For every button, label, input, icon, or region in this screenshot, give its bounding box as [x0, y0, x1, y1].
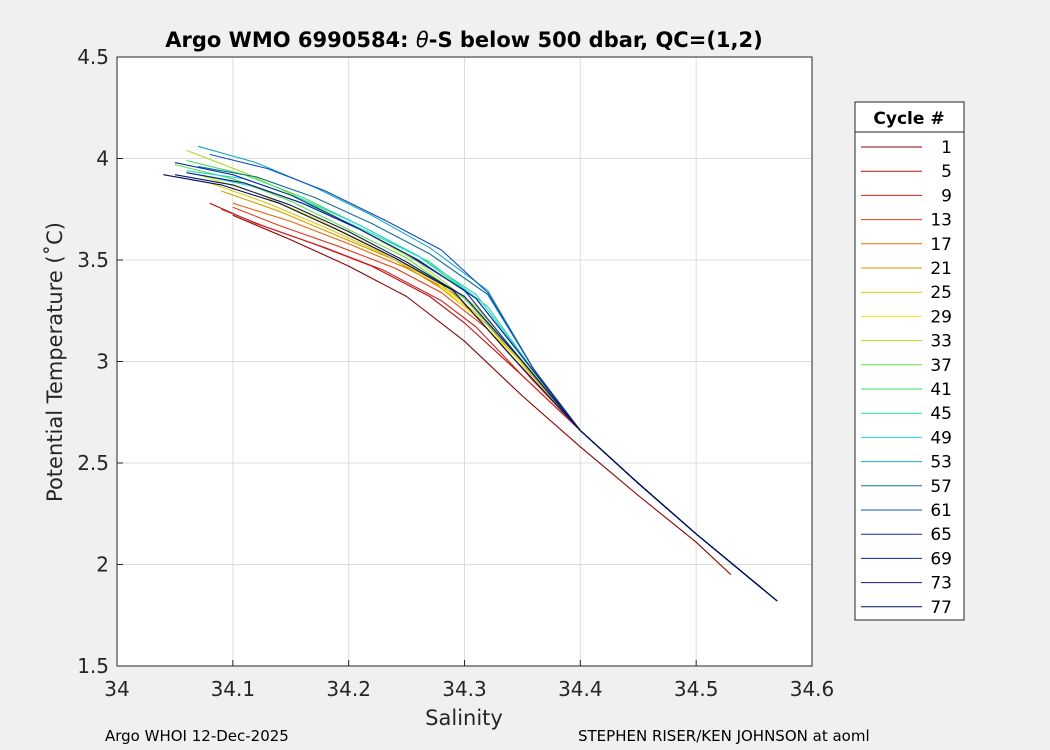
axis-ticks: 34 34.1 34.2 34.3 34.4 34.5 34.6 1.5 2 2.5 3 3.5 4 4.… [77, 45, 834, 701]
x-tick-label: 34.2 [326, 677, 371, 701]
legend-label-cycle-45: 45 [930, 404, 952, 424]
y-tick-label: 2.5 [77, 451, 109, 475]
series-line-cycle-77 [163, 174, 778, 602]
legend-title: Cycle # [873, 109, 944, 129]
chart-title-prefix: Argo WMO 6990584: [165, 28, 416, 52]
legend-label-cycle-57: 57 [930, 477, 952, 497]
x-tick-label: 34.1 [211, 677, 256, 701]
legend-label-cycle-37: 37 [930, 356, 952, 376]
chart-title: Argo WMO 6990584: θ-S below 500 dbar, QC… [165, 28, 762, 52]
legend-label-cycle-65: 65 [930, 525, 952, 545]
legend-label-cycle-21: 21 [930, 259, 952, 279]
y-tick-label: 2 [96, 553, 109, 577]
x-axis-label: Salinity [425, 706, 503, 730]
y-tick-label: 3 [96, 350, 109, 374]
legend-label-cycle-61: 61 [930, 501, 952, 521]
legend-label-cycle-17: 17 [930, 235, 952, 255]
legend-label-cycle-73: 73 [930, 574, 952, 594]
legend-label-cycle-5: 5 [941, 162, 952, 182]
legend-box [854, 101, 965, 621]
series-line-cycle-1 [232, 214, 732, 576]
legend-label-cycle-41: 41 [930, 380, 952, 400]
y-tick-label: 1.5 [77, 654, 109, 678]
footer-left: Argo WHOI 12-Dec-2025 [105, 727, 289, 745]
legend-label-cycle-77: 77 [930, 598, 952, 618]
legend-label-cycle-25: 25 [930, 283, 952, 303]
legend-label-cycle-53: 53 [930, 453, 952, 473]
y-axis-label: Potential Temperature (˚C) [43, 222, 67, 502]
y-tick-label: 4 [96, 147, 109, 171]
x-tick-label: 34.6 [790, 677, 835, 701]
x-tick-label: 34.3 [442, 677, 487, 701]
legend-label-cycle-69: 69 [930, 549, 952, 569]
legend-entries: 1 5 9 13 17 21 25 29 33 37 41 45 49 53 57 61 65 69 73 77 [861, 138, 952, 618]
footer-right: STEPHEN RISER/KEN JOHNSON at aoml [578, 727, 870, 745]
data-series [163, 145, 778, 602]
x-tick-label: 34.5 [674, 677, 719, 701]
chart-title-theta: θ [416, 28, 429, 52]
legend-label-cycle-9: 9 [941, 186, 952, 206]
x-tick-label: 34.4 [558, 677, 603, 701]
y-tick-label: 3.5 [77, 248, 109, 272]
legend: Cycle # 1 5 9 13 17 21 25 29 33 37 41 45 49 53 57 61 65 6… [854, 101, 965, 621]
x-tick-label: 34 [104, 677, 129, 701]
legend-label-cycle-49: 49 [930, 428, 952, 448]
y-tick-label: 4.5 [77, 45, 109, 69]
legend-label-cycle-1: 1 [941, 138, 952, 158]
chart-title-suffix: -S below 500 dbar, QC=(1,2) [429, 28, 763, 52]
legend-label-cycle-29: 29 [930, 307, 952, 327]
legend-label-cycle-13: 13 [930, 211, 952, 231]
legend-label-cycle-33: 33 [930, 332, 952, 352]
